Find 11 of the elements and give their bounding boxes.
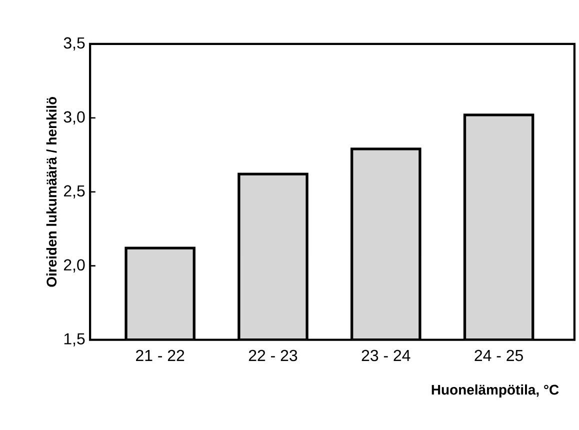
x-tick-label: 21 - 22 xyxy=(136,350,184,362)
y-axis-title: Oireiden lukumäärä / henkilö xyxy=(46,96,57,287)
y-tick-label: 1,5 xyxy=(64,333,85,346)
y-tick-label: 2,5 xyxy=(64,185,85,199)
x-axis-title: Huonelämpötila, °C xyxy=(432,384,559,398)
x-tick-label: 22 - 23 xyxy=(248,350,298,362)
x-tick-label: 23 - 24 xyxy=(362,350,410,362)
y-tick-label: 3,0 xyxy=(64,111,85,125)
y-tick-label: 2,0 xyxy=(64,259,85,272)
y-tick-label: 3,5 xyxy=(64,37,85,51)
x-tick-label: 24 - 25 xyxy=(474,350,523,362)
